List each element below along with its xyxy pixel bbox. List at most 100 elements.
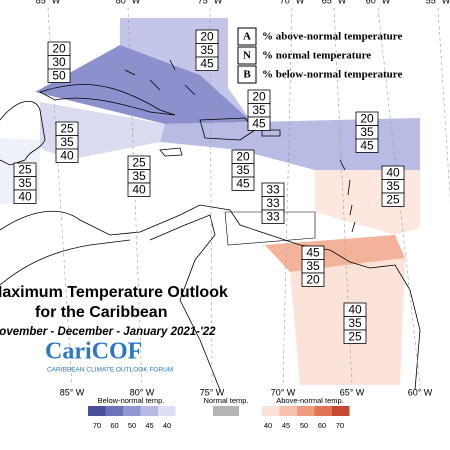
probability-value: 30 — [52, 55, 66, 69]
probability-value: 35 — [360, 125, 374, 139]
colorbar-swatch — [123, 406, 141, 416]
colorbar-swatch — [332, 406, 350, 416]
colorbar-swatch — [297, 406, 315, 416]
probability-cell — [343, 329, 367, 344]
probability-value: 20 — [52, 42, 66, 56]
key-cell — [237, 65, 257, 84]
probability-value: 35 — [306, 259, 320, 273]
coast-jamaica — [159, 147, 183, 157]
longitude-label: 80° W — [116, 0, 141, 5]
colorbar-tick: 50 — [300, 421, 308, 430]
probability-value: 20 — [306, 273, 320, 287]
longitude-label: 80° W — [130, 387, 155, 397]
probability-value: 35 — [60, 135, 74, 149]
probability-value: 45 — [200, 57, 214, 71]
probability-value: 25 — [386, 193, 400, 207]
coast-south-america — [0, 204, 421, 391]
key-cell — [237, 46, 257, 65]
coast-central-america — [0, 239, 131, 286]
longitude-label: 70° W — [280, 0, 305, 5]
probability-value: 35 — [348, 316, 362, 330]
probability-cell — [13, 189, 37, 204]
probability-cell — [47, 68, 71, 83]
key-box: A N B % above-normal temperature % norma… — [237, 27, 402, 84]
probability-boxes: 2030502035452535402535402535402035452035… — [13, 29, 405, 344]
coastlines — [0, 59, 421, 391]
longitude-label: 75° W — [200, 387, 225, 397]
probability-cell — [231, 176, 255, 191]
probability-cell — [355, 138, 379, 153]
probability-value: 40 — [348, 303, 362, 317]
colorbar-swatch — [88, 406, 106, 416]
coast-cuba — [38, 84, 176, 116]
probability-value: 33 — [266, 196, 280, 210]
probability-value: 35 — [386, 179, 400, 193]
probability-cell — [301, 272, 325, 287]
longitude-label: 60° W — [408, 387, 433, 397]
colorbar-swatch — [262, 406, 280, 416]
colorbar-label: Above-normal temp. — [276, 396, 344, 405]
colorbar-tick: 60 — [318, 421, 326, 430]
probability-value: 35 — [18, 176, 32, 190]
title-block: Maximum Temperature Outlook for the Cari… — [0, 284, 228, 374]
probability-value: 20 — [360, 112, 374, 126]
colorbar-tick: 70 — [336, 421, 344, 430]
probability-value: 40 — [60, 149, 74, 163]
colorbar-swatch — [213, 406, 239, 416]
colorbar-swatch — [314, 406, 332, 416]
probability-value: 33 — [266, 210, 280, 224]
colorbar-tick: 60 — [110, 421, 118, 430]
probability-value: 25 — [348, 330, 362, 344]
probability-value: 35 — [132, 169, 146, 183]
probability-value: 40 — [386, 166, 400, 180]
probability-value: 50 — [52, 69, 66, 83]
coast-bahamas — [124, 59, 196, 96]
coast-yucatan — [0, 100, 46, 166]
probability-value: 45 — [236, 177, 250, 191]
probability-cell — [247, 116, 271, 131]
colorbar-swatch — [158, 406, 176, 416]
coast-hispaniola — [199, 117, 256, 141]
colorbar-label: Normal temp. — [203, 396, 248, 405]
colorbar-tick: 45 — [282, 421, 290, 430]
probability-cell — [261, 209, 285, 224]
probability-value: 40 — [132, 183, 146, 197]
probability-value: 20 — [200, 30, 214, 44]
longitude-label: 55° W — [426, 0, 450, 5]
colorbar: Below-normal temp. Normal temp. Above-no… — [88, 396, 350, 430]
probability-value: 20 — [252, 90, 266, 104]
probability-value: 35 — [252, 103, 266, 117]
probability-value: 35 — [200, 43, 214, 57]
longitude-label: 60° W — [366, 0, 391, 5]
probability-value: 40 — [18, 190, 32, 204]
key-text: % below-normal temperature — [262, 69, 402, 81]
colorbar-swatch — [279, 406, 297, 416]
probability-cell — [195, 56, 219, 71]
probability-value: 33 — [266, 183, 280, 197]
logo-name: CariCOF — [45, 339, 142, 365]
probability-value: 20 — [236, 150, 250, 164]
key-cell — [237, 27, 257, 46]
longitude-label: 70° W — [271, 387, 296, 397]
title-line: for the Caribbean — [35, 304, 167, 321]
meridian — [437, 7, 450, 202]
probability-value: 25 — [60, 122, 74, 136]
coast-lesser-antilles — [339, 159, 356, 233]
longitude-label: 65° W — [340, 387, 365, 397]
probability-value: 45 — [306, 246, 320, 260]
key-letter: B — [243, 69, 251, 81]
key-text: % above-normal temperature — [262, 31, 402, 43]
colorbar-swatch — [105, 406, 123, 416]
region-cuba — [35, 45, 252, 124]
probability-cell — [55, 148, 79, 163]
probability-cell — [381, 192, 405, 207]
key-letter: N — [243, 50, 251, 62]
colorbar-tick: 40 — [264, 421, 272, 430]
probability-value: 45 — [360, 139, 374, 153]
probability-value: 35 — [236, 163, 250, 177]
longitude-label: 75° W — [198, 0, 223, 5]
logo-subtitle: CARIBBEAN CLIMATE OUTLOOK FORUM — [47, 367, 173, 374]
colorbar-label: Below-normal temp. — [98, 396, 165, 405]
region-abc — [224, 211, 316, 246]
